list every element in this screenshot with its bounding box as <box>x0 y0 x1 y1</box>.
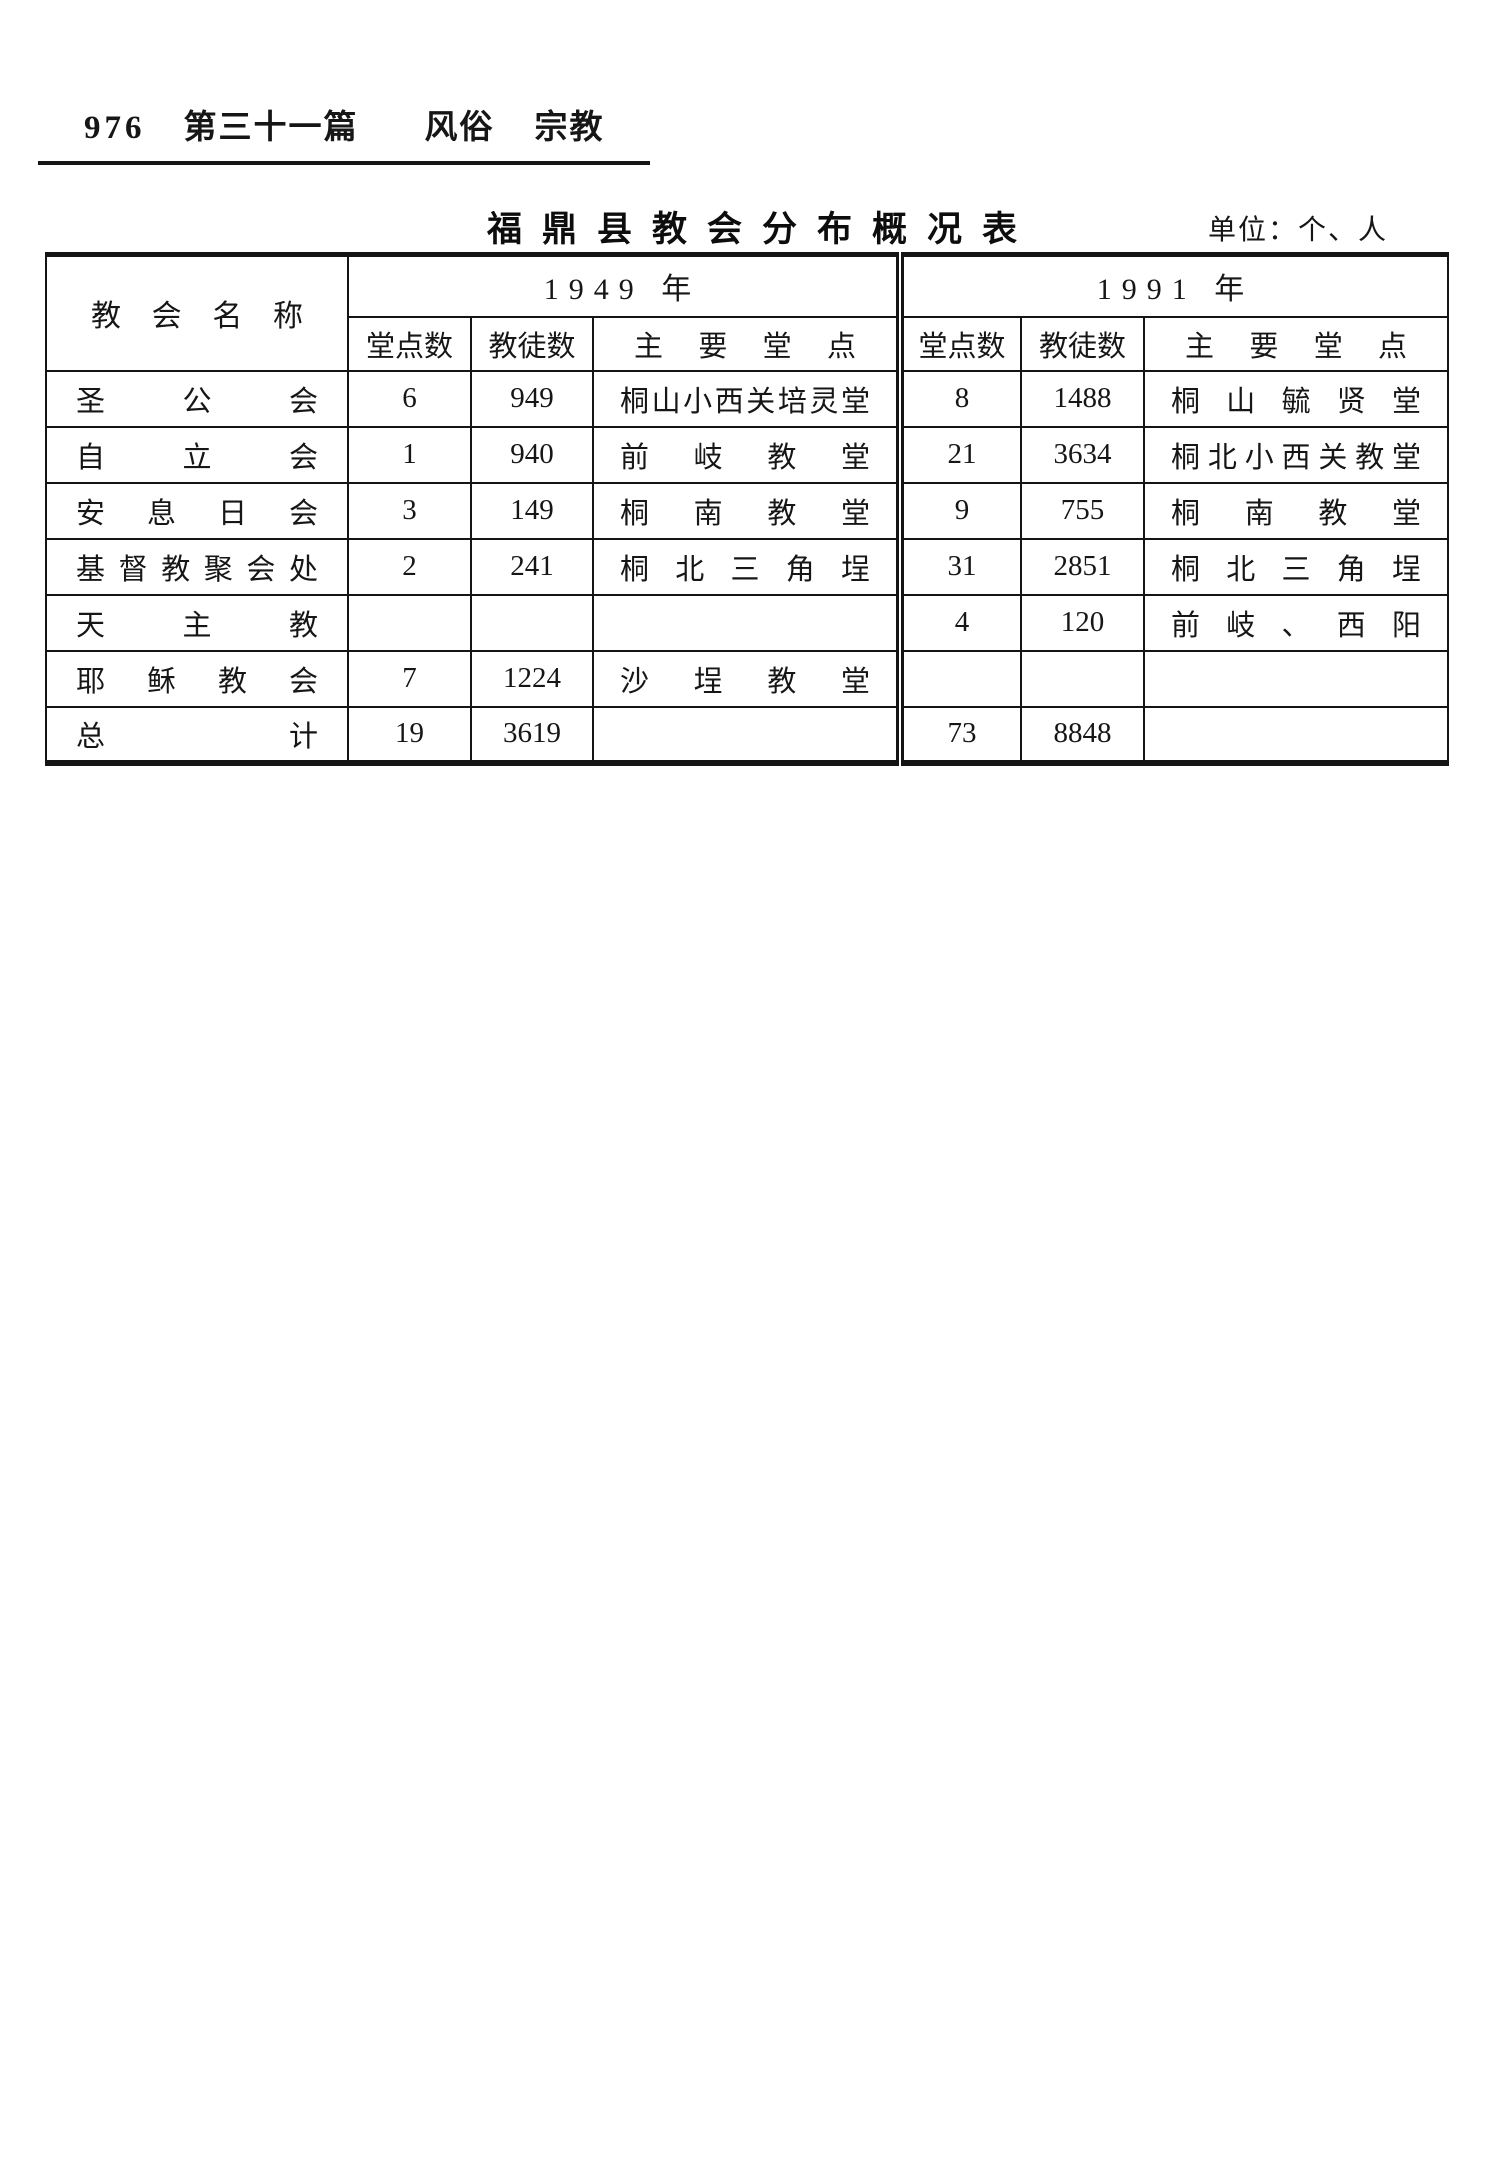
topic-zongjiao: 宗教 <box>534 110 605 146</box>
main-1949-cell: 桐山小西关培灵堂 <box>591 369 902 428</box>
name-cell: 圣公会 <box>45 369 349 428</box>
sites-1949-cell: 6 <box>347 369 472 428</box>
members-1949-cell: 1224 <box>470 649 594 708</box>
members-1949-cell: 949 <box>470 369 594 428</box>
members-1991-cell: 3634 <box>1020 425 1146 484</box>
sites-1949-cell <box>347 593 472 652</box>
main-1991-cell: 桐北小西关教堂 <box>1143 425 1450 484</box>
table-row: 自立会 1 940 前岐教堂 21 3634 桐北小西关教堂 <box>45 425 1450 484</box>
table-row: 圣公会 6 949 桐山小西关培灵堂 8 1488 桐山毓贤堂 <box>45 369 1450 428</box>
main-1991-cell: 前岐、西阳 <box>1143 593 1450 652</box>
sites-1949-cell: 7 <box>347 649 472 708</box>
table-row-total: 总计 19 3619 73 8848 <box>45 705 1450 764</box>
main-1991-cell: 桐山毓贤堂 <box>1143 369 1450 428</box>
members-1991-cell: 755 <box>1020 481 1146 540</box>
main-1991-cell: 桐北三角埕 <box>1143 537 1450 596</box>
sites-1991-cell: 4 <box>896 593 1023 652</box>
main-1949-cell <box>591 705 902 764</box>
table-row: 基督教聚会处 2 241 桐北三角埕 31 2851 桐北三角埕 <box>45 537 1450 596</box>
main-1991-cell: 桐南教堂 <box>1143 481 1450 540</box>
sites-1991-cell: 9 <box>896 481 1023 540</box>
name-cell: 天主教 <box>45 593 349 652</box>
members-1949-header: 教徒数 <box>470 315 594 372</box>
topic-fengsu: 风俗 <box>424 110 495 146</box>
running-head: 976 第三十一篇 风俗 宗教 <box>84 100 605 148</box>
members-1991-cell <box>1020 649 1146 708</box>
sites-1991-header: 堂点数 <box>896 315 1023 372</box>
sites-1991-cell: 31 <box>896 537 1023 596</box>
main-1949-cell <box>591 593 902 652</box>
main-1949-cell: 桐南教堂 <box>591 481 902 540</box>
name-cell: 自立会 <box>45 425 349 484</box>
sites-1949-header: 堂点数 <box>347 315 472 372</box>
chapter-title: 第三十一篇 <box>183 110 359 146</box>
year-1949-header: 1949 年 <box>346 253 902 318</box>
page-number: 976 <box>84 110 146 146</box>
table-row: 天主教 4 120 前岐、西阳 <box>45 593 1450 652</box>
sites-1949-cell: 2 <box>347 537 472 596</box>
table-row: 安息日会 3 149 桐南教堂 9 755 桐南教堂 <box>45 481 1450 540</box>
main-1991-header: 主要堂点 <box>1143 315 1450 372</box>
main-1949-cell: 前岐教堂 <box>591 425 902 484</box>
header-row-years: 教会名称 1949 年 1991 年 <box>45 253 1450 372</box>
members-1949-cell: 3619 <box>470 705 594 764</box>
table-title: 福鼎县教会分布概况表 <box>487 210 1038 250</box>
sites-1991-cell <box>896 649 1023 708</box>
main-1949-cell: 桐北三角埕 <box>591 537 902 596</box>
sites-1991-cell: 73 <box>896 705 1023 764</box>
year-1991-header: 1991 年 <box>896 253 1450 318</box>
header-row-subcolumns: 堂点数 教徒数 主要堂点 堂点数 教徒数 主要堂点 <box>46 315 1450 372</box>
members-1991-cell: 1488 <box>1020 369 1146 428</box>
main-1949-header: 主要堂点 <box>591 315 902 372</box>
sites-1991-cell: 21 <box>896 425 1023 484</box>
header-rule <box>38 161 650 165</box>
sites-1949-cell: 1 <box>347 425 472 484</box>
name-cell: 安息日会 <box>45 481 349 540</box>
main-1991-cell <box>1143 705 1450 764</box>
members-1949-cell: 149 <box>470 481 594 540</box>
members-1949-cell <box>470 593 594 652</box>
sites-1949-cell: 3 <box>347 481 472 540</box>
members-1991-cell: 2851 <box>1020 537 1146 596</box>
main-1949-cell: 沙埕教堂 <box>591 649 902 708</box>
name-cell: 基督教聚会处 <box>45 537 349 596</box>
members-1991-cell: 8848 <box>1020 705 1146 764</box>
members-1991-header: 教徒数 <box>1020 315 1146 372</box>
sites-1949-cell: 19 <box>347 705 472 764</box>
members-1991-cell: 120 <box>1020 593 1146 652</box>
name-cell: 耶稣教会 <box>45 649 349 708</box>
name-column-header: 教会名称 <box>45 253 349 372</box>
main-1991-cell <box>1143 649 1450 708</box>
name-cell: 总计 <box>45 705 349 764</box>
church-distribution-table: 教会名称 1949 年 1991 年 堂点数 教徒数 主要堂点 堂点数 教徒数 … <box>45 252 1450 766</box>
members-1949-cell: 940 <box>470 425 594 484</box>
members-1949-cell: 241 <box>470 537 594 596</box>
table-row: 耶稣教会 7 1224 沙埕教堂 <box>45 649 1450 708</box>
sites-1991-cell: 8 <box>896 369 1023 428</box>
unit-label: 单位：个、人 <box>1208 215 1389 246</box>
